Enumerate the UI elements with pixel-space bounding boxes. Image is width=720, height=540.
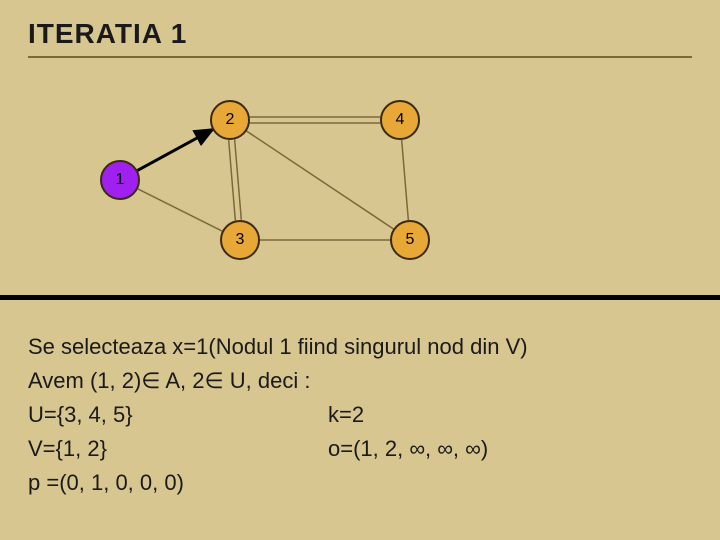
text-line-3b: k=2 [328,398,364,432]
text-line-3a: U={3, 4, 5} [28,398,328,432]
graph-node-1: 1 [100,160,140,200]
graph-area: 1 2 3 4 5 [0,80,720,280]
page-title: ITERATIA 1 [28,18,187,50]
text-line-4b: o=(1, 2, ∞, ∞, ∞) [328,432,488,466]
section-divider [0,295,720,300]
text-line-2: Avem (1, 2)∈ A, 2∈ U, deci : [28,364,692,398]
graph-node-3: 3 [220,220,260,260]
graph-node-2: 2 [210,100,250,140]
text-line-5: p =(0, 1, 0, 0, 0) [28,466,692,500]
text-line-4a: V={1, 2} [28,432,328,466]
title-underline [28,56,692,58]
graph-node-5: 5 [390,220,430,260]
text-line-1: Se selecteaza x=1(Nodul 1 fiind singurul… [28,330,692,364]
explanation-text: Se selecteaza x=1(Nodul 1 fiind singurul… [28,330,692,500]
graph-node-4: 4 [380,100,420,140]
